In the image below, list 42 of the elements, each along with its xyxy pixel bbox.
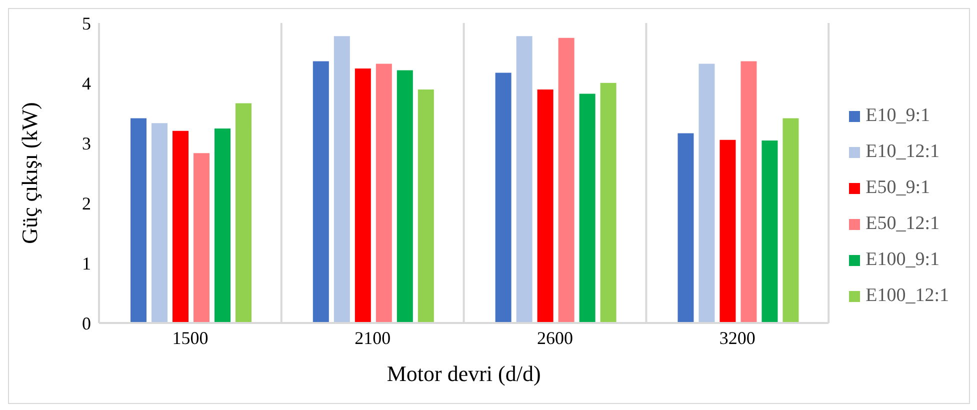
bar: [782, 117, 800, 323]
legend-label: E10_9:1: [866, 105, 930, 127]
bar: [557, 36, 576, 323]
y-tick-label: 4: [82, 73, 91, 94]
bar: [599, 82, 618, 323]
legend-label: E100_12:1: [866, 285, 949, 307]
y-tick-label: 5: [82, 13, 91, 34]
bar: [676, 132, 695, 323]
y-tick-label: 0: [82, 313, 91, 334]
bar: [312, 60, 330, 323]
x-axis-title: Motor devri (d/d): [386, 361, 541, 386]
legend-label: E50_12:1: [866, 213, 940, 235]
bar: [130, 117, 148, 323]
bar: [354, 68, 372, 323]
bar: [494, 72, 512, 323]
bar: [760, 140, 779, 323]
legend-label: E50_9:1: [866, 177, 930, 199]
bar: [515, 35, 534, 323]
bar: [698, 62, 716, 323]
bar: [234, 102, 253, 323]
y-tick-label: 1: [82, 253, 91, 274]
x-tick-label: 2100: [354, 328, 391, 348]
y-tick-label: 3: [82, 133, 91, 154]
bar: [192, 152, 211, 323]
y-tick-label: 2: [82, 193, 91, 214]
bar: [172, 130, 190, 323]
bar: [332, 35, 351, 323]
bar: [740, 60, 758, 323]
bar: [718, 138, 737, 323]
bar: [396, 69, 414, 323]
x-tick-label: 1500: [172, 328, 208, 348]
legend-label: E100_9:1: [866, 249, 940, 271]
legend-label: E10_12:1: [866, 141, 940, 163]
bar: [374, 62, 393, 323]
bar: [536, 88, 554, 323]
x-tick-label: 3200: [719, 328, 756, 348]
bar: [578, 92, 596, 323]
x-tick-label: 2600: [537, 328, 574, 348]
y-axis-title: Güç çıkışı (kW): [16, 102, 42, 244]
bar: [214, 128, 232, 323]
bar: [416, 88, 435, 323]
bar: [150, 122, 169, 323]
